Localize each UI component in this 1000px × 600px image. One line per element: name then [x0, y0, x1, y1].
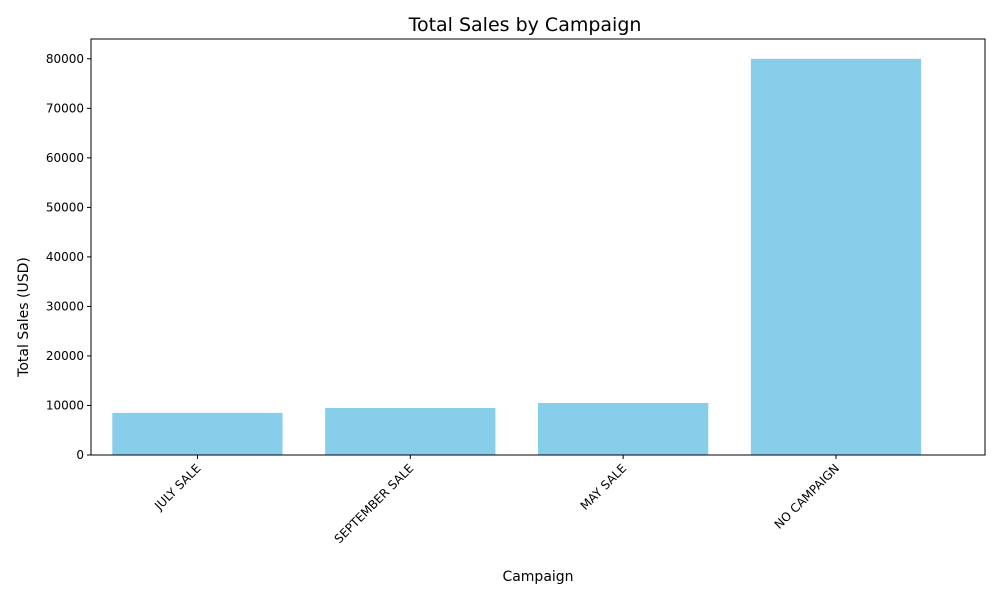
bar-september-sale	[325, 407, 496, 455]
y-tick-label: 30000	[46, 299, 84, 313]
x-tick-label: MAY SALE	[578, 461, 630, 513]
y-axis-title: Total Sales (USD)	[16, 257, 32, 378]
y-axis-ticks: 0 10000 20000 30000 40000 50000 60000 70000 8000…	[46, 52, 91, 462]
y-tick-label: 20000	[46, 349, 84, 363]
x-axis-title: Campaign	[502, 569, 573, 585]
x-tick-label: NO CAMPAIGN	[772, 461, 842, 531]
x-axis-ticks: JULY SALE SEPTEMBER SALE MAY SALE NO CAMPAI…	[151, 455, 842, 546]
bar-may-sale	[538, 403, 709, 455]
bar-no-campaign	[750, 58, 922, 456]
x-tick-label: SEPTEMBER SALE	[332, 461, 417, 546]
y-tick-label: 10000	[46, 398, 84, 412]
bars-group	[112, 58, 922, 456]
y-tick-label: 60000	[46, 151, 84, 165]
chart-title: Total Sales by Campaign	[408, 14, 642, 36]
y-tick-label: 50000	[46, 200, 84, 214]
y-tick-label: 40000	[46, 250, 84, 264]
y-tick-label: 70000	[46, 101, 84, 115]
bar-july-sale	[112, 412, 283, 455]
plot-area-frame	[90, 38, 986, 456]
y-tick-label: 80000	[46, 52, 84, 66]
x-tick-label: JULY SALE	[151, 461, 203, 513]
y-tick-label: 0	[76, 448, 84, 462]
